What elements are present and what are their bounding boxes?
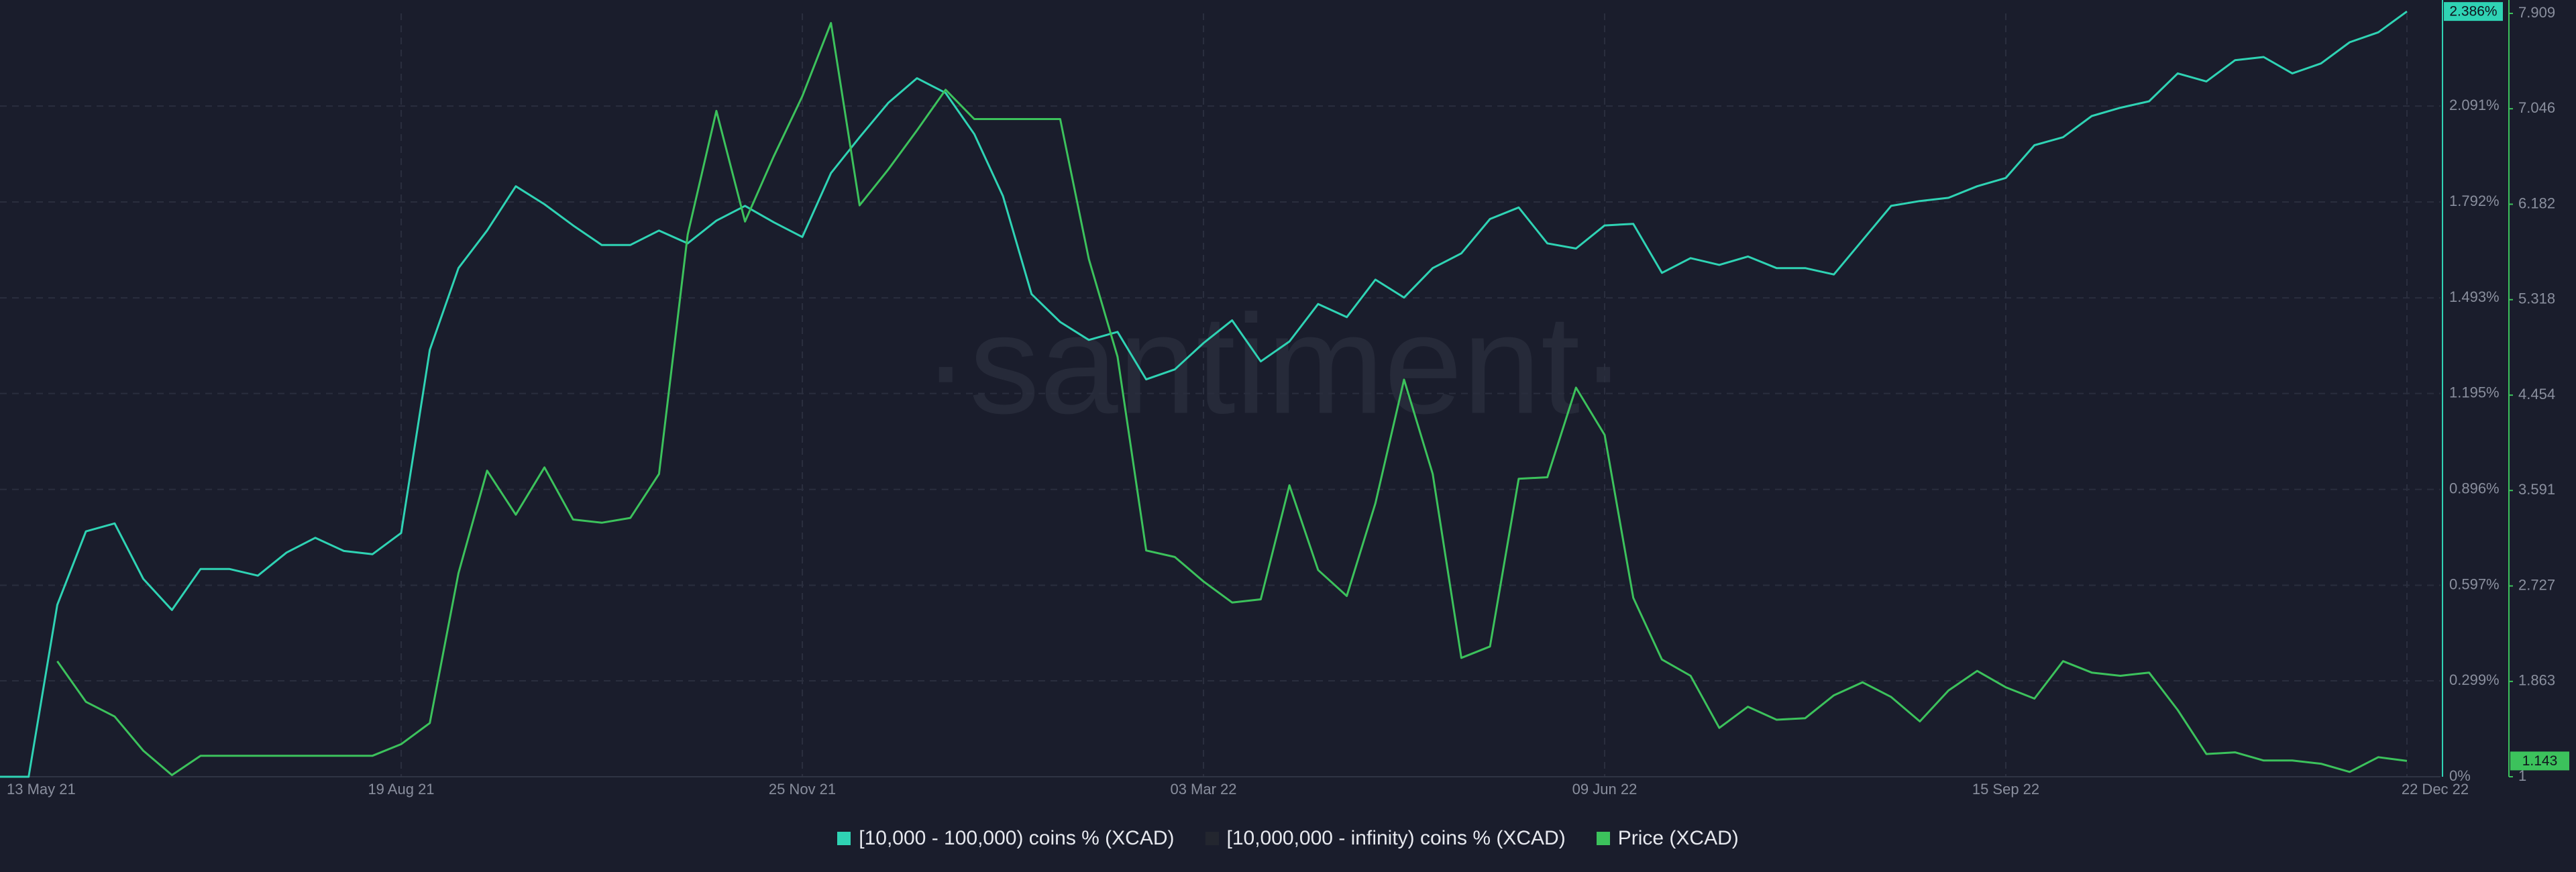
y2-tick-label: 4.454 <box>2518 386 2555 402</box>
y2-tick-label: 6.182 <box>2518 195 2555 211</box>
legend-item[interactable]: [10,000,000 - infinity) coins % (XCAD) <box>1205 827 1566 850</box>
y-tick-label: 1.493% <box>2449 288 2500 305</box>
y2-tick-label: 1.863 <box>2518 672 2555 689</box>
legend-item[interactable]: Price (XCAD) <box>1596 827 1739 850</box>
legend-swatch <box>837 832 851 845</box>
value-badge <box>2444 2 2503 21</box>
y-tick-label: 1.195% <box>2449 384 2500 400</box>
y-tick-label: 0.597% <box>2449 576 2500 592</box>
series-line <box>0 10 2408 778</box>
y2-tick-label: 7.046 <box>2518 99 2555 116</box>
y2-tick-label: 2.727 <box>2518 576 2555 593</box>
legend: [10,000 - 100,000) coins % (XCAD) [10,000… <box>0 820 2576 857</box>
x-tick-label: 25 Nov 21 <box>769 781 836 798</box>
y2-tick-label: 3.591 <box>2518 481 2555 498</box>
x-tick-label: 15 Sep 22 <box>1972 781 2039 798</box>
legend-item[interactable]: [10,000 - 100,000) coins % (XCAD) <box>837 827 1175 850</box>
x-tick-label: 19 Aug 21 <box>368 781 434 798</box>
value-badge <box>2510 751 2569 771</box>
watermark: ·santiment· <box>922 285 1627 443</box>
legend-label: [10,000 - 100,000) coins % (XCAD) <box>859 827 1175 849</box>
y-tick-label: 0% <box>2449 767 2471 784</box>
x-tick-label: 09 Jun 22 <box>1572 781 1638 798</box>
y-tick-label: 1.792% <box>2449 193 2500 209</box>
legend-swatch <box>1596 832 1610 845</box>
x-tick-label: 13 May 21 <box>7 781 76 798</box>
chart: ·santiment· 0% 0.299% 0.597% 0.896% 1.195% 1.4… <box>0 0 2569 798</box>
value-badge-label: 1.143 <box>2522 753 2558 769</box>
y-tick-label: 2.091% <box>2449 97 2500 113</box>
x-tick-label: 03 Mar 22 <box>1170 781 1236 798</box>
y-tick-label: 0.896% <box>2449 480 2500 496</box>
value-badge-label: 2.386% <box>2449 4 2497 19</box>
y-tick-label: 0.299% <box>2449 671 2500 688</box>
y2-tick-label: 1 <box>2518 767 2526 784</box>
x-tick-label: 22 Dec 22 <box>2402 781 2469 798</box>
legend-label: [10,000,000 - infinity) coins % (XCAD) <box>1226 827 1566 849</box>
y2-tick-label: 5.318 <box>2518 290 2555 307</box>
legend-swatch <box>1205 832 1219 845</box>
legend-label: Price (XCAD) <box>1617 827 1739 849</box>
series-line <box>56 21 2408 776</box>
y2-tick-label: 7.909 <box>2518 4 2555 21</box>
